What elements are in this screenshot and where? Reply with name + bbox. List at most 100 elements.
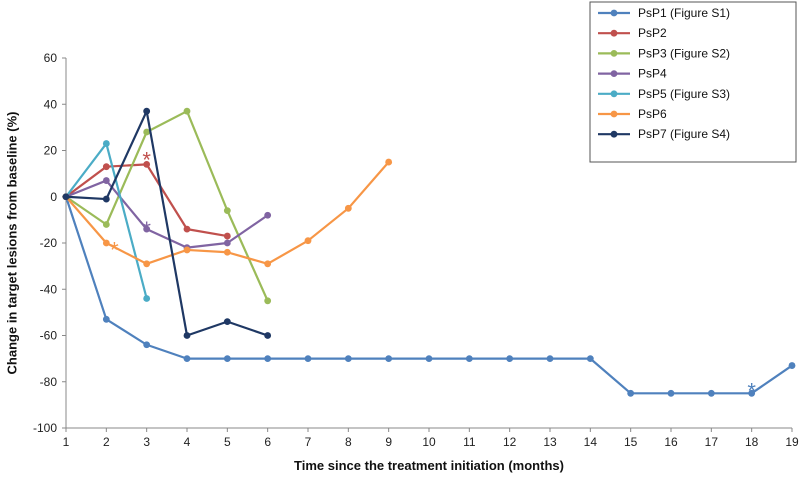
data-point xyxy=(264,332,272,339)
legend-swatch-marker xyxy=(610,9,618,17)
series-psp7-figure-s4 xyxy=(62,107,272,339)
data-point xyxy=(143,225,151,233)
x-tick-label: 5 xyxy=(224,435,231,449)
y-tick-label: -40 xyxy=(40,282,58,296)
annotation-asterisk: * xyxy=(142,217,151,242)
data-point xyxy=(506,355,514,363)
legend-item-psp1-figure-s1: PsP1 (Figure S1) xyxy=(598,6,730,20)
legend-label: PsP5 (Figure S3) xyxy=(638,87,730,101)
legend-item-psp7-figure-s4: PsP7 (Figure S4) xyxy=(598,127,730,141)
x-tick-label: 7 xyxy=(305,435,312,449)
legend-swatch-marker xyxy=(610,130,618,138)
x-axis-title: Time since the treatment initiation (mon… xyxy=(294,458,564,473)
x-tick-label: 19 xyxy=(785,435,799,449)
annotation-asterisk: * xyxy=(747,379,756,404)
x-tick-labels: 1 2 3 4 5 6 7 8 9 10 11 12 13 14 15 16 17 18 19 xyxy=(63,428,799,449)
y-tick-label: -60 xyxy=(40,329,58,343)
x-tick-label: 3 xyxy=(143,435,150,449)
x-tick-label: 2 xyxy=(103,435,110,449)
series-psp6 xyxy=(62,158,393,268)
x-tick-label: 10 xyxy=(422,435,436,449)
series-group xyxy=(62,107,796,397)
data-point xyxy=(223,232,231,240)
data-point xyxy=(627,389,635,397)
legend-swatch-marker xyxy=(610,29,618,37)
data-point xyxy=(425,355,433,363)
data-point xyxy=(788,362,796,369)
series-line xyxy=(65,179,269,249)
data-point xyxy=(143,260,151,268)
data-point xyxy=(264,355,272,363)
legend-item-psp2: PsP2 xyxy=(598,26,667,40)
y-tick-label: -80 xyxy=(40,375,58,389)
series-line xyxy=(65,110,269,302)
data-point xyxy=(304,355,312,363)
y-tick-label: 40 xyxy=(44,97,58,111)
data-point xyxy=(707,389,715,397)
data-point xyxy=(465,355,473,363)
x-tick-label: 13 xyxy=(543,435,557,449)
data-point xyxy=(62,193,70,201)
x-tick-label: 15 xyxy=(624,435,638,449)
data-point xyxy=(183,107,191,115)
x-tick-label: 9 xyxy=(385,435,392,449)
legend-label: PsP6 xyxy=(638,107,667,121)
legend-item-psp3-figure-s2: PsP3 (Figure S2) xyxy=(598,46,730,60)
x-tick-label: 4 xyxy=(184,435,191,449)
y-tick-label: 0 xyxy=(50,190,57,204)
series-psp1-figure-s1 xyxy=(62,193,796,397)
data-point xyxy=(264,260,272,268)
data-point xyxy=(304,237,312,245)
legend-label: PsP1 (Figure S1) xyxy=(638,6,730,20)
data-point xyxy=(183,246,191,254)
data-point xyxy=(223,248,231,256)
x-tick-label: 17 xyxy=(705,435,719,449)
data-point xyxy=(344,204,352,212)
data-point xyxy=(102,195,110,203)
data-point xyxy=(223,239,231,247)
data-point xyxy=(102,221,110,228)
x-tick-label: 18 xyxy=(745,435,759,449)
legend-label: PsP4 xyxy=(638,67,667,81)
data-point xyxy=(102,315,110,323)
legend-item-psp4: PsP4 xyxy=(598,67,667,81)
data-point xyxy=(143,160,151,168)
legend-label: PsP2 xyxy=(638,26,667,40)
legend-swatch-marker xyxy=(610,70,618,77)
legend: PsP1 (Figure S1) PsP2 PsP3 (Figure S2) PsP4… xyxy=(589,1,797,163)
legend-label: PsP7 (Figure S4) xyxy=(638,127,730,141)
series-line xyxy=(65,110,269,337)
data-point xyxy=(143,341,151,349)
legend-swatch-marker xyxy=(610,50,618,57)
x-tick-label: 6 xyxy=(264,435,271,449)
x-tick-label: 12 xyxy=(503,435,517,449)
data-point xyxy=(102,239,110,247)
legend-box xyxy=(589,1,797,163)
legend-item-psp6: PsP6 xyxy=(598,107,667,121)
data-point xyxy=(183,225,191,233)
y-tick-label: 20 xyxy=(44,144,58,158)
data-point xyxy=(102,140,110,147)
x-tick-label: 14 xyxy=(584,435,598,449)
data-point xyxy=(183,355,191,363)
data-point xyxy=(223,207,231,215)
legend-label: PsP3 (Figure S2) xyxy=(638,46,730,60)
x-tick-label: 8 xyxy=(345,435,352,449)
data-point xyxy=(385,355,393,363)
y-tick-label: -100 xyxy=(33,421,57,435)
data-point xyxy=(748,389,756,397)
series-psp3-figure-s2 xyxy=(62,107,272,305)
y-tick-labels: -100 -80 -60 -40 -20 0 20 40 60 xyxy=(33,51,66,435)
x-tick-label: 16 xyxy=(664,435,678,449)
y-tick-label: 60 xyxy=(44,51,58,65)
data-point xyxy=(546,355,554,363)
data-point xyxy=(143,128,151,136)
annotation-asterisk: * xyxy=(142,147,151,172)
legend-item-psp5-figure-s3: PsP5 (Figure S3) xyxy=(598,87,730,101)
data-point xyxy=(223,318,231,326)
data-point xyxy=(344,355,352,363)
annotations: * * * * xyxy=(110,147,756,403)
data-point xyxy=(264,297,272,305)
data-point xyxy=(385,158,393,166)
